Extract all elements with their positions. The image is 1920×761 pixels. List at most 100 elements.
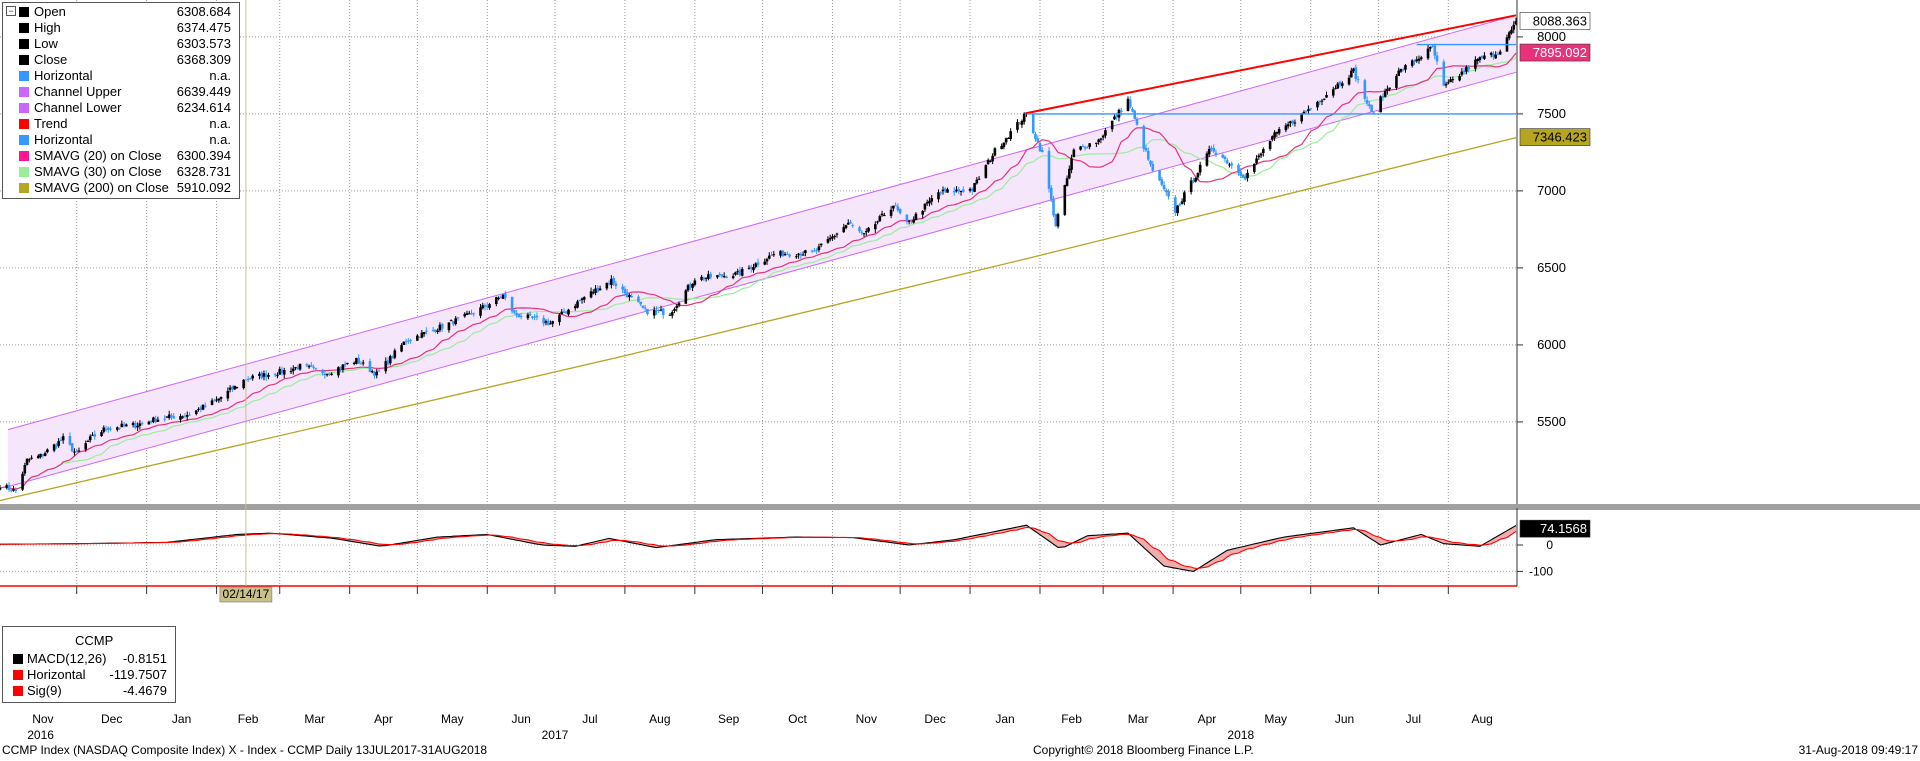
month-label: May	[441, 712, 464, 726]
candle-body	[704, 277, 708, 279]
candle-body	[849, 221, 852, 224]
candle-body	[883, 215, 886, 217]
candle-body	[923, 203, 927, 210]
candle-body	[781, 250, 785, 257]
candle-body	[1128, 99, 1132, 108]
candle-body	[1083, 147, 1087, 149]
candle-body	[991, 155, 994, 162]
candle-body	[55, 445, 58, 447]
candle-body	[1056, 214, 1060, 227]
price-tick-label: 7500	[1537, 106, 1566, 121]
candle-body	[246, 379, 250, 381]
candle-body	[386, 360, 390, 365]
candle-body	[546, 320, 550, 326]
candle-body	[1022, 113, 1026, 122]
candle-body	[134, 422, 137, 428]
candle-body	[1031, 113, 1035, 134]
sma20-tag-box	[1519, 43, 1591, 62]
candle-body	[118, 427, 121, 429]
candle-body	[1165, 190, 1168, 193]
candle-body	[1110, 120, 1114, 130]
candle-body	[298, 363, 302, 370]
candle-body	[59, 439, 63, 441]
candle-body	[607, 283, 611, 285]
legend-label: SMAVG (30) on Close	[34, 164, 162, 179]
candle-body	[278, 368, 282, 375]
candle-body	[251, 375, 254, 379]
candle-body	[815, 249, 818, 251]
candle-body	[1210, 147, 1213, 150]
candle-body	[170, 415, 173, 417]
footer-copyright: Copyright© 2018 Bloomberg Finance L.P.	[1033, 743, 1254, 757]
legend-collapse-icon[interactable]: −	[6, 6, 16, 16]
candle-body	[643, 307, 647, 309]
candle-body	[567, 309, 570, 315]
candle-body	[14, 489, 18, 492]
candle-body	[874, 224, 877, 230]
month-label: Aug	[649, 712, 670, 726]
candle-body	[867, 227, 870, 232]
candle-body	[154, 418, 157, 423]
candle-body	[258, 373, 261, 376]
sma30-line	[0, 57, 1517, 490]
candle-body	[628, 294, 631, 298]
legend-value: -0.8151	[122, 651, 167, 666]
candle-body	[528, 313, 532, 316]
candle-body	[831, 236, 834, 239]
candle-body	[106, 427, 110, 430]
candle-body	[844, 225, 848, 229]
candle-body	[1225, 160, 1229, 164]
candle-body	[1476, 59, 1479, 62]
candle-body	[914, 213, 918, 220]
candle-body	[817, 246, 821, 251]
candle-body	[1494, 54, 1497, 59]
candle-body	[1489, 52, 1493, 55]
candle-body	[172, 416, 176, 419]
macd-panel	[0, 524, 1517, 572]
cursor-date-box	[219, 586, 273, 603]
candle-body	[560, 311, 564, 315]
legend-swatch	[19, 135, 29, 145]
candle-body	[984, 165, 988, 178]
candle-body	[720, 274, 724, 277]
candle-body	[513, 310, 516, 313]
year-label: 2016	[27, 728, 54, 742]
candle-body	[876, 221, 879, 223]
candle-body	[1194, 178, 1197, 182]
candle-body	[1331, 89, 1335, 96]
candle-body	[1444, 83, 1448, 86]
candle-body	[657, 310, 661, 312]
candle-body	[249, 378, 252, 380]
legend-swatch	[19, 151, 29, 161]
candle-body	[661, 308, 665, 315]
candle-body	[542, 317, 545, 324]
candle-body	[116, 427, 119, 430]
candle-body	[501, 294, 505, 299]
candle-body	[422, 332, 426, 335]
candle-body	[864, 231, 868, 233]
candle-body	[147, 421, 151, 425]
candle-body	[1492, 53, 1495, 57]
candle-body	[937, 192, 940, 200]
candle-body	[194, 410, 198, 415]
candle-body	[707, 274, 710, 279]
candle-body	[1379, 96, 1382, 113]
candle-body	[1007, 137, 1010, 139]
legend-row: High 6374.475	[3, 20, 239, 36]
candle-body	[425, 330, 428, 332]
legend-row: Horizontal n.a.	[3, 68, 239, 84]
candle-body	[749, 266, 753, 269]
year-label: 2018	[1227, 728, 1254, 742]
candle-body	[384, 361, 388, 372]
legend-swatch	[19, 71, 29, 81]
candle-body	[740, 268, 744, 276]
candle-body	[152, 417, 155, 423]
legend-swatch	[19, 23, 29, 33]
candle-body	[1243, 176, 1247, 180]
candle-body	[1431, 45, 1434, 47]
candle-body	[368, 361, 372, 372]
legend-swatch	[19, 55, 29, 65]
candle-body	[652, 309, 656, 316]
candle-body	[1458, 76, 1461, 81]
